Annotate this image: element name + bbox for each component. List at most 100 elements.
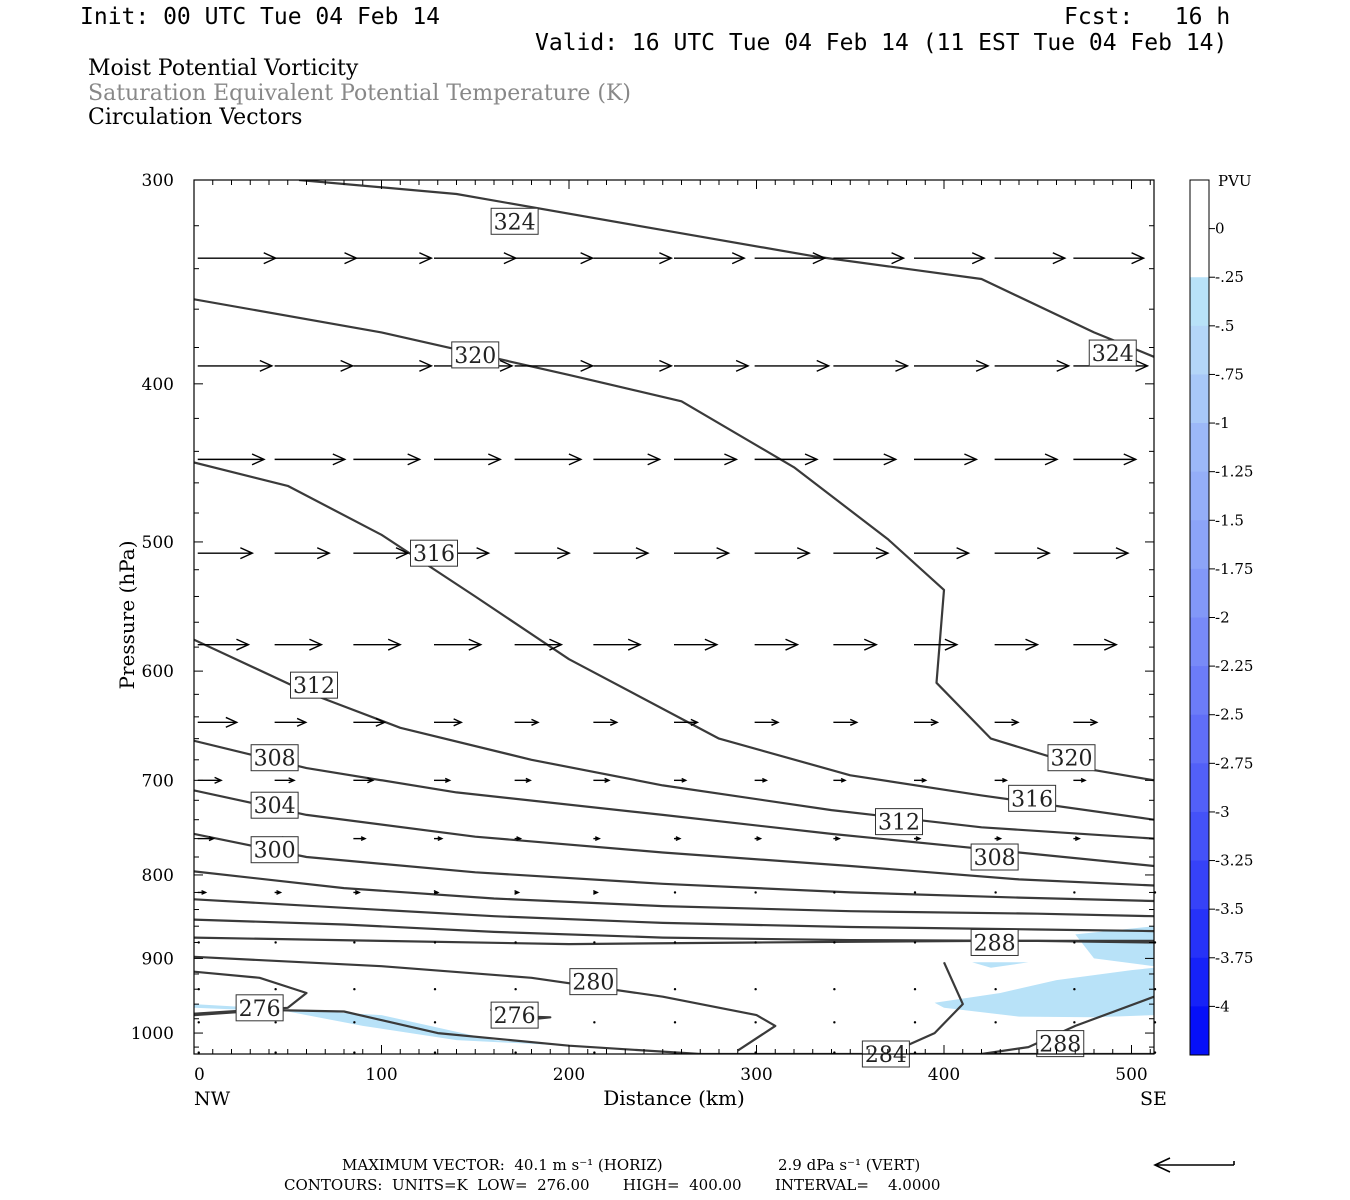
vector-head: [514, 890, 521, 895]
vector-dot: [197, 1021, 200, 1024]
vector-dot: [433, 1021, 437, 1024]
circulation-vector: [1073, 777, 1087, 783]
contour-label-box: [250, 836, 299, 864]
vector-dot: [1073, 1021, 1076, 1024]
colorbar-swatch: [1190, 860, 1209, 910]
vector-head: [1025, 638, 1040, 651]
vector-head: [724, 453, 739, 466]
contour-label-308: 308: [970, 843, 1019, 871]
circulation-vector: [593, 453, 662, 466]
colorbar-label: -1.25: [1215, 463, 1253, 481]
vector-head: [1103, 638, 1118, 651]
vector-head: [214, 776, 223, 784]
colorbar-label: -3.75: [1215, 949, 1253, 967]
title-vectors: Circulation Vectors: [88, 105, 303, 130]
circulation-vector: [674, 718, 700, 726]
vector-head: [1002, 777, 1009, 783]
contour-label-300: 300: [250, 836, 299, 864]
circulation-vector: [833, 777, 847, 783]
colorbar-label: -2.5: [1215, 706, 1244, 724]
colorbar-swatch: [1190, 568, 1209, 618]
vector-dot: [754, 988, 757, 991]
vector-head: [395, 547, 410, 560]
contour-label-text: 312: [293, 674, 335, 699]
circulation-vector: [514, 836, 523, 842]
circulation-vector: [197, 547, 255, 560]
vector-head: [883, 453, 898, 466]
circulation-vector: [754, 359, 831, 372]
circulation-vector: [274, 890, 283, 895]
circulation-vector: [754, 836, 763, 842]
circulation-vector: [353, 717, 387, 727]
vector-dot: [593, 1021, 596, 1024]
vector-head: [735, 359, 750, 372]
vector-dot: [913, 1051, 917, 1054]
vector-head: [332, 453, 347, 466]
circulation-vector: [1073, 836, 1081, 842]
vector-head: [849, 718, 859, 726]
circulation-vector: [353, 453, 422, 466]
vector-head: [1011, 718, 1020, 726]
circulation-vector: [434, 252, 518, 265]
circulation-vector: [514, 547, 571, 560]
vector-head: [1135, 359, 1150, 372]
circulation-vector: [914, 777, 928, 783]
colorbar-swatch: [1190, 811, 1209, 862]
y-tick-label: 600: [142, 662, 174, 682]
vector-dot: [913, 891, 917, 894]
circulation-vector: [1073, 718, 1099, 726]
vector-head: [635, 547, 650, 560]
vector-head: [476, 547, 491, 560]
contour-label-280: 280: [569, 968, 618, 996]
y-axis-label: Pressure (hPa): [115, 541, 139, 690]
vector-dot: [673, 941, 677, 944]
contour-label-312: 312: [875, 808, 923, 836]
colorbar-label: -2: [1215, 609, 1230, 627]
vector-head: [971, 252, 986, 265]
circulation-vector: [593, 359, 674, 372]
vector-dot: [913, 988, 917, 991]
circulation-vector: [754, 638, 800, 651]
vector-dot: [1073, 941, 1076, 944]
vector-head: [531, 718, 540, 726]
y-tick-label: 300: [142, 171, 174, 191]
vector-head: [1056, 359, 1071, 372]
circulation-vector: [353, 890, 361, 895]
vector-head: [433, 890, 440, 895]
contour-label-320: 320: [1047, 744, 1096, 772]
vector-dot: [274, 988, 277, 991]
contour-label-288: 288: [970, 928, 1019, 956]
circulation-vector: [353, 359, 434, 372]
colorbar-label: -.5: [1215, 317, 1234, 335]
circulation-vector: [674, 252, 746, 265]
circulation-vector: [197, 836, 216, 842]
contour-label-308: 308: [250, 744, 299, 772]
vector-head: [208, 836, 216, 842]
colorbar-swatch: [1190, 909, 1209, 959]
colorbar-swatch: [1190, 617, 1209, 667]
circulation-vector: [434, 638, 483, 651]
circulation-vector: [833, 252, 906, 265]
vector-dot: [274, 1051, 277, 1054]
contour-label-316: 316: [1008, 784, 1057, 812]
vector-head: [895, 359, 910, 372]
circulation-vector: [353, 547, 410, 560]
y-tick-label: 400: [142, 375, 174, 395]
x-tick-label: 300: [740, 1065, 772, 1085]
contour-label-316: 316: [410, 539, 458, 567]
vector-head: [816, 359, 831, 372]
contour-label-text: 288: [974, 931, 1016, 956]
vector-head: [516, 836, 523, 842]
contour-line-320: [194, 298, 1154, 782]
vector-head: [915, 836, 922, 842]
circulation-vector: [754, 718, 780, 726]
vector-head: [921, 777, 928, 783]
axes-layer: 0 100 200 300 400 500 300 400 500 600 700 800 900 100…: [131, 171, 1155, 1085]
colorbar-swatch: [1190, 325, 1209, 375]
x-axis-label: Distance (km): [603, 1086, 745, 1110]
contour-label-box: [290, 671, 338, 699]
vector-head: [704, 638, 719, 651]
circulation-vector: [433, 890, 440, 895]
colorbar-swatch: [1190, 423, 1209, 473]
circulation-vector: [353, 836, 367, 842]
